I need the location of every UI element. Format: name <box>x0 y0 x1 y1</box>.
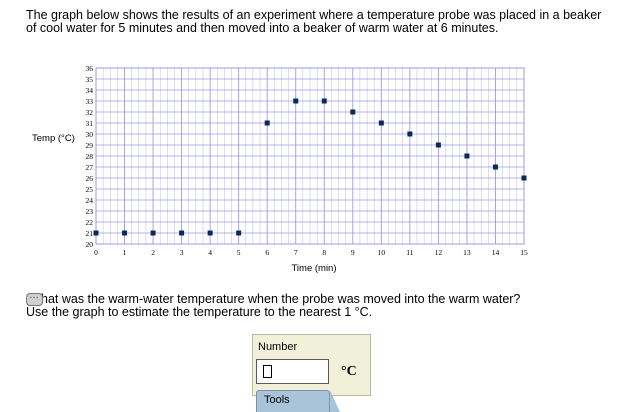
intro-text: The graph below shows the results of an … <box>26 8 602 35</box>
x-tick-label: 8 <box>322 248 326 257</box>
x-tick-label: 1 <box>123 248 127 257</box>
tools-tab-edge <box>330 390 340 412</box>
data-point <box>521 175 527 181</box>
y-axis-label: Temp (°C) <box>32 133 75 144</box>
x-tick-label: 4 <box>208 248 212 257</box>
data-point <box>236 230 242 236</box>
question-block: … hat was the warm-water temperature whe… <box>26 290 586 319</box>
y-tick-label: 20 <box>86 240 94 249</box>
x-axis-label: Time (min) <box>291 263 336 274</box>
x-tick-label: 9 <box>351 248 355 257</box>
text-cursor-box <box>263 365 272 378</box>
unit-label: °C <box>341 364 357 379</box>
y-tick-label: 30 <box>86 130 94 139</box>
x-tick-label: 12 <box>435 248 443 257</box>
x-tick-label: 14 <box>492 248 500 257</box>
y-tick-label: 34 <box>86 86 94 95</box>
comment-icon[interactable]: … <box>26 290 43 306</box>
question-text: hat was the warm-water temperature when … <box>41 292 521 306</box>
y-tick-label: 29 <box>86 141 94 150</box>
x-tick-label: 5 <box>237 248 241 257</box>
x-tick-label: 7 <box>294 248 298 257</box>
y-tick-label: 26 <box>86 174 94 183</box>
data-point <box>321 98 327 104</box>
y-tick-label: 35 <box>86 75 94 84</box>
data-point <box>293 98 299 104</box>
question-hint: Use the graph to estimate the temperatur… <box>26 304 373 319</box>
answer-label: Number <box>258 341 298 353</box>
y-tick-label: 28 <box>86 152 94 161</box>
data-point <box>264 120 270 126</box>
y-tick-label: 23 <box>86 207 94 216</box>
data-point <box>407 131 413 137</box>
y-tick-label: 25 <box>86 185 94 194</box>
x-tick-label: 11 <box>406 248 413 257</box>
data-point <box>492 164 498 170</box>
data-point <box>464 153 470 159</box>
x-tick-label: 15 <box>520 248 528 257</box>
data-point <box>435 142 441 148</box>
x-tick-label: 2 <box>151 248 155 257</box>
number-input[interactable] <box>256 359 329 384</box>
y-tick-label: 22 <box>86 218 94 227</box>
x-tick-label: 13 <box>463 248 471 257</box>
y-tick-label: 24 <box>86 196 94 205</box>
data-point <box>93 230 99 236</box>
data-point <box>378 120 384 126</box>
data-point <box>350 109 356 115</box>
data-point <box>122 230 128 236</box>
x-tick-label: 6 <box>265 248 269 257</box>
data-point <box>207 230 213 236</box>
y-tick-label: 27 <box>86 163 94 172</box>
x-tick-label: 10 <box>378 248 386 257</box>
y-tick-label: 21 <box>86 229 94 238</box>
data-point <box>179 230 185 236</box>
y-tick-label: 36 <box>86 64 94 73</box>
tools-button[interactable]: Tools <box>256 390 330 412</box>
y-tick-label: 33 <box>86 97 94 106</box>
y-tick-label: 32 <box>86 108 94 117</box>
y-tick-label: 31 <box>86 119 94 128</box>
x-tick-label: 0 <box>94 248 98 257</box>
answer-panel: Number °C <box>252 334 371 396</box>
data-point <box>150 230 156 236</box>
x-tick-label: 3 <box>180 248 184 257</box>
